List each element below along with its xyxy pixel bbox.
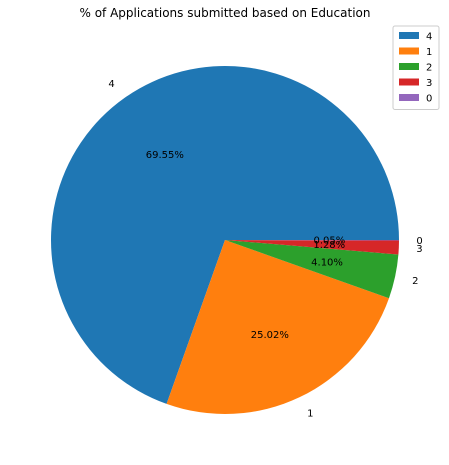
category-label-4: 4 — [108, 79, 114, 90]
chart-title: % of Applications submitted based on Edu… — [80, 6, 371, 20]
category-label-2: 2 — [412, 276, 418, 287]
category-label-3: 3 — [416, 244, 422, 255]
legend-swatch-0 — [399, 94, 419, 101]
category-labels: 4 1 2 30 — [108, 79, 422, 419]
pie-slice-2 — [225, 240, 399, 299]
percent-label-3: 1.28% — [313, 240, 345, 251]
category-label-1: 1 — [307, 408, 313, 419]
legend-label-2: 2 — [426, 63, 432, 74]
pie-slice-0 — [225, 240, 399, 241]
pie-slices — [51, 66, 399, 414]
legend-label-0: 0 — [426, 94, 432, 105]
percent-label-1: 25.02% — [251, 330, 289, 341]
percent-label-0: 0.05% — [314, 236, 346, 247]
legend-label-1: 1 — [426, 47, 432, 58]
legend-swatch-2 — [399, 63, 419, 70]
legend-swatch-1 — [399, 47, 419, 55]
legend-label-3: 3 — [426, 78, 432, 89]
percent-labels: 69.55% 25.02% 4.10% 1.28%0.05% — [146, 150, 346, 341]
pie-slice-3 — [225, 240, 399, 255]
legend-swatch-4 — [399, 32, 419, 39]
percent-label-2: 4.10% — [311, 258, 343, 269]
pie-slice-1 — [166, 240, 389, 414]
legend: 4 1 2 3 0 — [392, 25, 440, 110]
percent-label-4: 69.55% — [146, 150, 184, 161]
legend-swatch-3 — [399, 78, 419, 86]
legend-label-4: 4 — [426, 32, 432, 43]
category-label-0: 0 — [416, 236, 422, 247]
pie-slice-4 — [51, 66, 399, 404]
